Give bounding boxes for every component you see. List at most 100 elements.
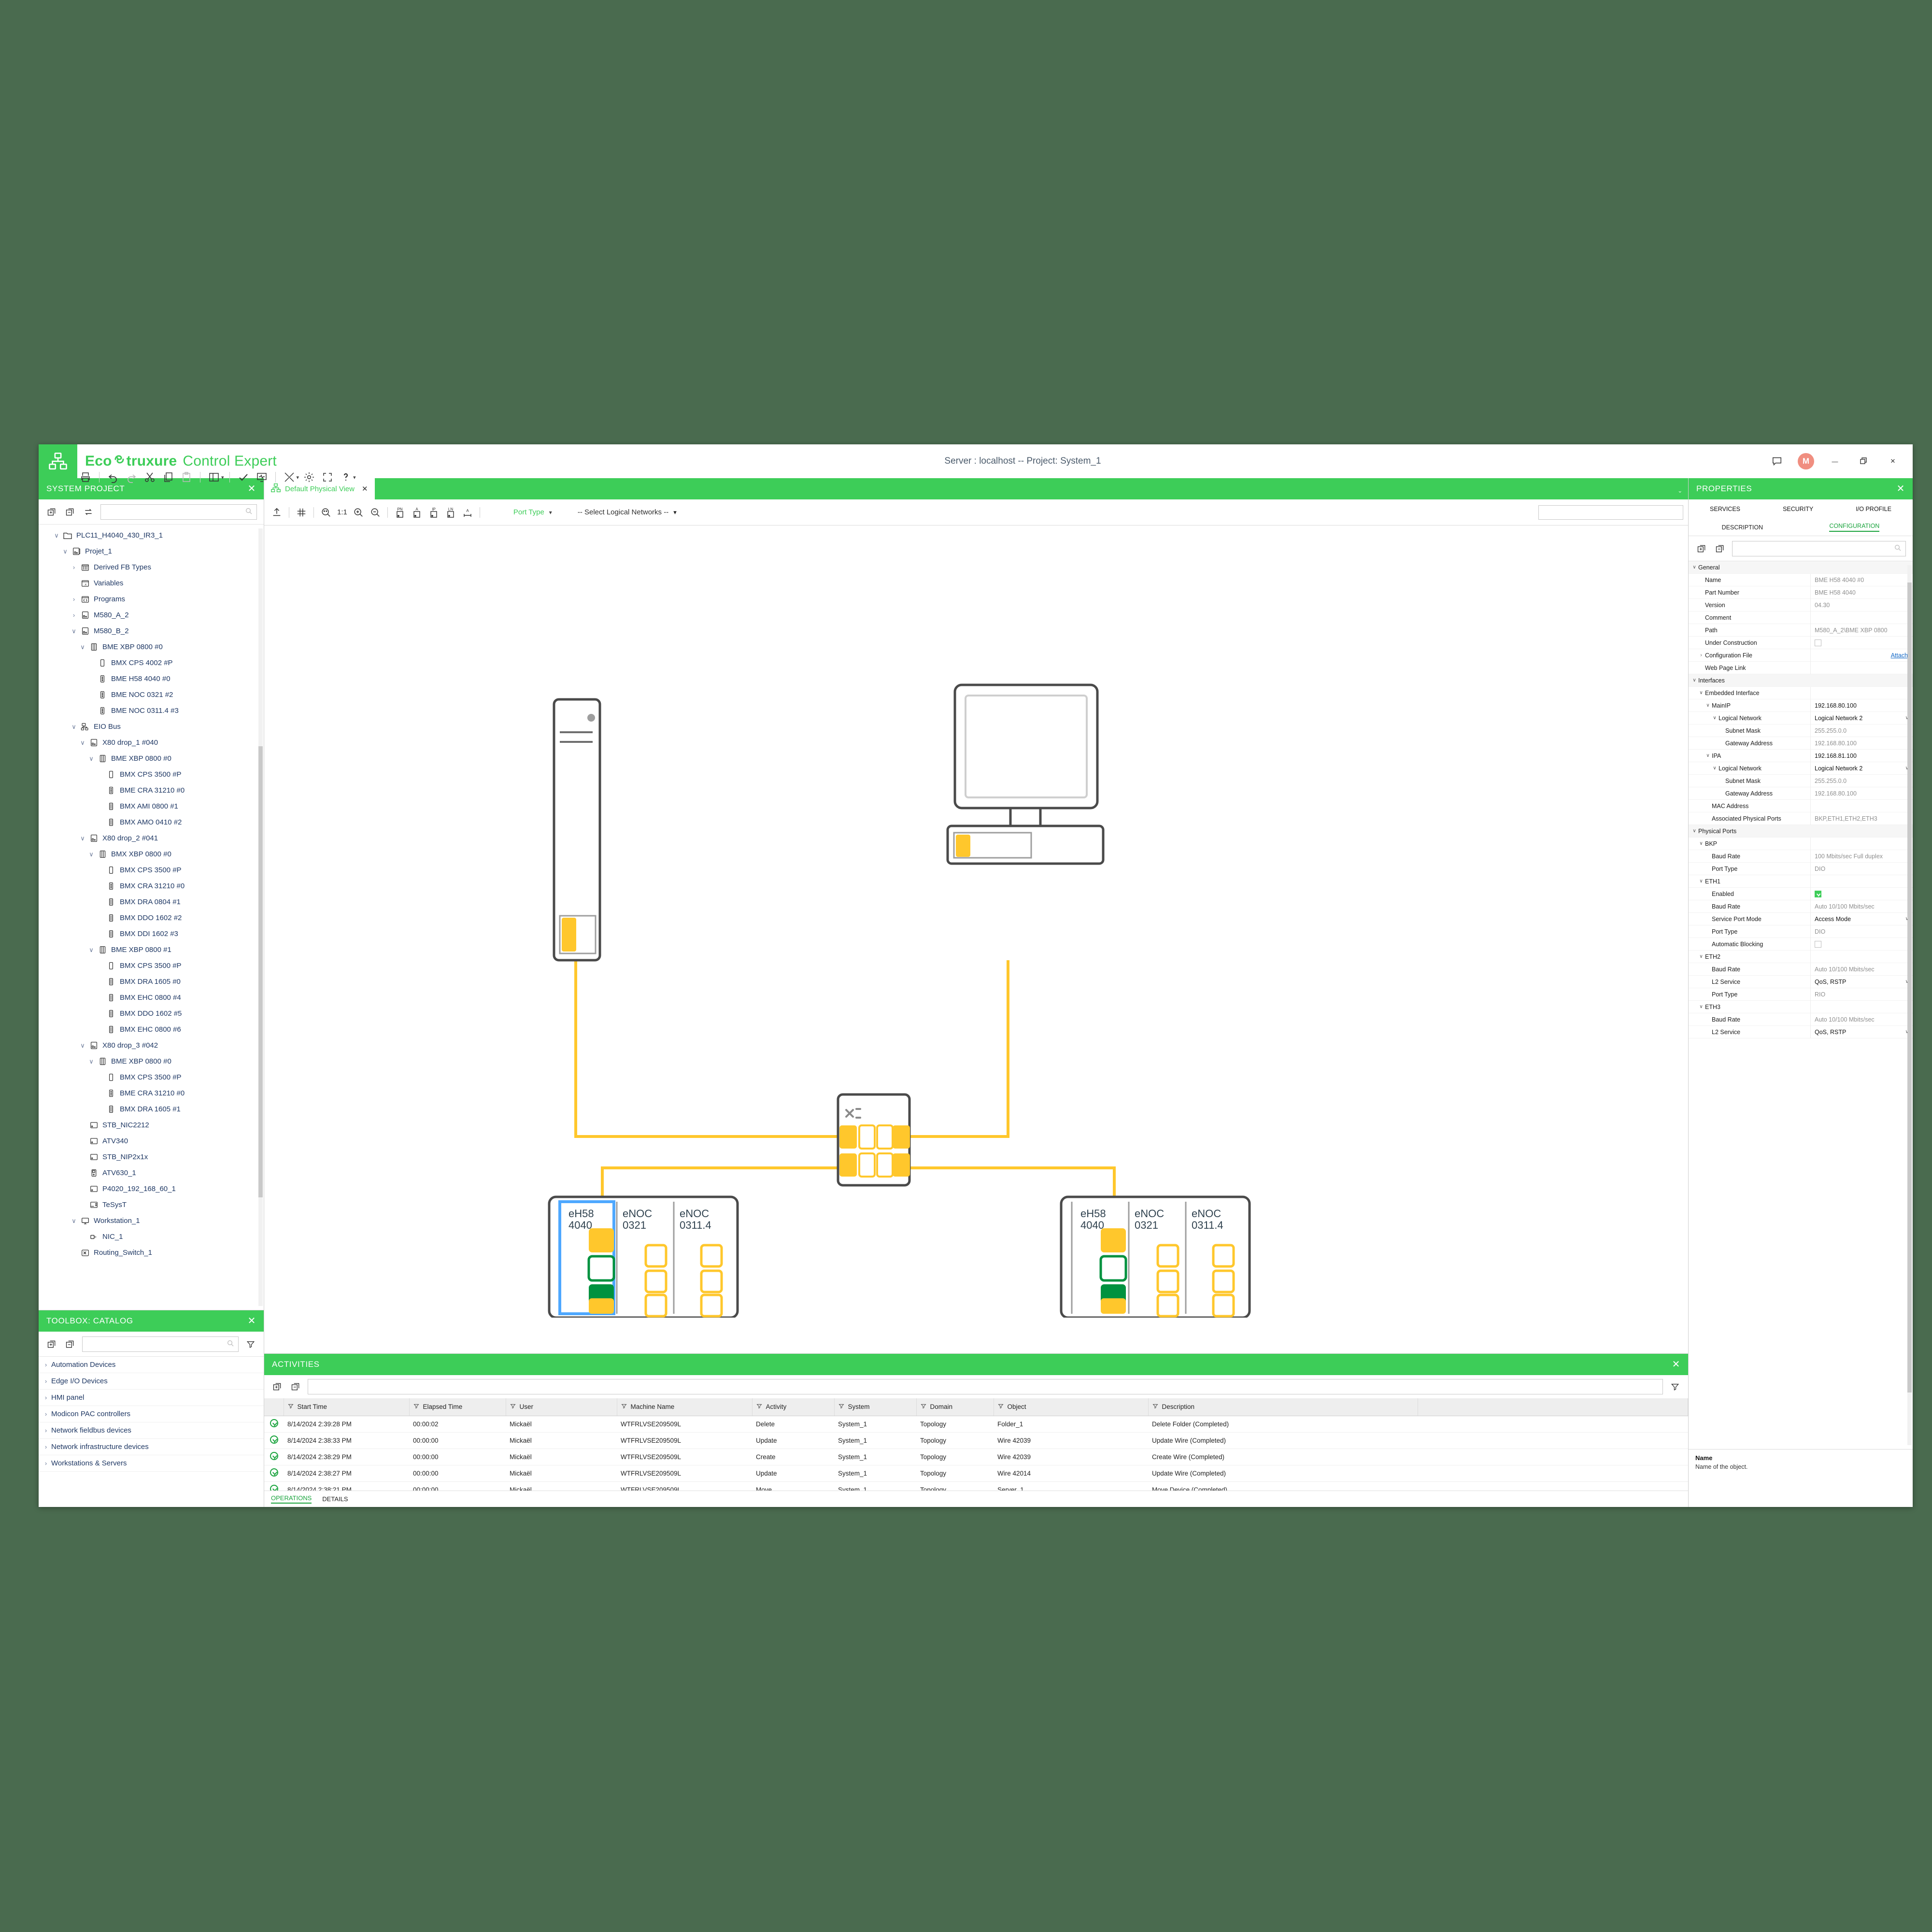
port-type-dropdown[interactable]: Port Type ▾ — [513, 508, 552, 516]
chevron-down-icon[interactable]: ∨ — [1706, 753, 1710, 758]
property-value[interactable]: BME H58 4040 — [1810, 586, 1913, 599]
property-row[interactable]: Port Type RIO — [1689, 988, 1913, 1001]
chevron-down-icon[interactable]: ∨ — [89, 754, 94, 762]
property-value[interactable] — [1810, 1000, 1913, 1013]
filter-icon[interactable] — [510, 1403, 516, 1410]
tools-icon[interactable] — [281, 469, 298, 485]
chevron-down-icon[interactable]: ∨ — [1905, 979, 1909, 984]
chevron-down-icon[interactable]: ∨ — [1699, 841, 1703, 846]
chevron-down-icon[interactable]: ∨ — [1692, 828, 1696, 834]
property-row[interactable]: ∨ MainIP 192.168.80.100 — [1689, 699, 1913, 712]
layout-icon[interactable] — [206, 469, 222, 485]
column-header[interactable]: Description — [1148, 1398, 1419, 1416]
property-row[interactable]: Baud Rate Auto 10/100 Mbits/sec — [1689, 900, 1913, 913]
properties-tabs-secondary[interactable]: DESCRIPTION CONFIGURATION — [1689, 519, 1913, 536]
properties-tab[interactable]: SERVICES — [1710, 506, 1741, 512]
chevron-down-icon[interactable]: ∨ — [1699, 954, 1703, 959]
chevron-down-icon[interactable]: ▾ — [221, 474, 224, 481]
catalog-category[interactable]: › Modicon PAC controllers — [39, 1406, 264, 1422]
chevron-down-icon[interactable]: ∨ — [80, 643, 85, 651]
property-row[interactable]: ∨ Embedded Interface — [1689, 686, 1913, 699]
property-row[interactable]: Associated Physical Ports BKP,ETH1,ETH2,E… — [1689, 812, 1913, 825]
chevron-down-icon[interactable]: ∨ — [1713, 715, 1717, 721]
minimize-button[interactable]: — — [1832, 457, 1838, 465]
tree-item[interactable]: BMX EHC 0800 #4 — [39, 990, 264, 1006]
property-value[interactable] — [1810, 837, 1913, 850]
tree-item[interactable]: ∨ Workstation_1 — [39, 1213, 264, 1229]
property-row[interactable]: › Configuration File Attach — [1689, 649, 1913, 662]
activities-tab-bar[interactable]: OPERATIONS DETAILS — [264, 1491, 1688, 1507]
property-row[interactable]: Automatic Blocking — [1689, 938, 1913, 951]
catalog-category[interactable]: › Workstations & Servers — [39, 1455, 264, 1472]
tree-item[interactable]: BMX CRA 31210 #0 — [39, 878, 264, 894]
collapse-all-icon[interactable] — [289, 1380, 302, 1393]
property-value[interactable]: 192.168.80.100 — [1810, 737, 1913, 750]
property-value[interactable]: 192.168.81.100 — [1810, 749, 1913, 762]
validate-icon[interactable] — [235, 469, 252, 485]
close-icon[interactable]: ✕ — [1672, 1359, 1680, 1370]
expand-all-icon[interactable] — [45, 1338, 58, 1350]
property-row[interactable]: ∨ BKP — [1689, 837, 1913, 850]
table-row[interactable]: 8/14/2024 2:38:33 PM 00:00:00 Mickaël WTFRL… — [264, 1432, 1688, 1449]
chevron-right-icon[interactable]: › — [44, 1427, 47, 1434]
tree-item[interactable]: ∨ X80 drop_3 #042 — [39, 1037, 264, 1053]
expand-all-icon[interactable] — [271, 1380, 284, 1393]
chevron-down-icon[interactable]: ∨ — [1713, 766, 1717, 771]
filter-icon[interactable] — [756, 1403, 762, 1410]
fullscreen-icon[interactable] — [319, 469, 336, 485]
tree-item[interactable]: ∨ BME XBP 0800 #0 — [39, 751, 264, 767]
chevron-down-icon[interactable]: ∨ — [1699, 690, 1703, 696]
property-value[interactable] — [1810, 636, 1913, 649]
tree-item[interactable]: .x Variables — [39, 575, 264, 591]
table-row[interactable]: 8/14/2024 2:39:28 PM 00:00:02 Mickaël WTFRL… — [264, 1416, 1688, 1433]
chevron-down-icon[interactable]: ∨ — [1699, 1004, 1703, 1009]
tree-item[interactable]: ∨ BME XBP 0800 #0 — [39, 639, 264, 655]
property-row[interactable]: ∨ ETH2 — [1689, 950, 1913, 963]
chevron-down-icon[interactable]: ∨ — [63, 547, 68, 555]
chevron-down-icon[interactable]: ∨ — [1905, 715, 1909, 721]
properties-list[interactable]: ∨ General Name BME H58 4040 #0 Part Number BM… — [1689, 561, 1913, 1449]
property-value[interactable] — [1810, 887, 1913, 900]
property-value[interactable] — [1810, 661, 1913, 674]
chevron-down-icon[interactable]: ∨ — [71, 1217, 76, 1224]
property-value[interactable]: 100 Mbits/sec Full duplex — [1810, 850, 1913, 863]
topology-canvas[interactable]: eH58 4040 eNOC 0321 eNOC 0311.4 — [264, 526, 1688, 1353]
property-row[interactable]: Under Construction — [1689, 636, 1913, 649]
tree-item[interactable]: BMX CPS 3500 #P — [39, 958, 264, 974]
chevron-down-icon[interactable]: ∨ — [1692, 678, 1696, 683]
property-row[interactable]: Gateway Address 192.168.80.100 — [1689, 787, 1913, 800]
tree-item[interactable]: ∨ X80 drop_2 #041 — [39, 830, 264, 846]
property-value[interactable] — [1810, 875, 1913, 888]
tree-item[interactable]: ∨ Projet_1 — [39, 543, 264, 559]
chevron-down-icon[interactable]: ∨ — [1905, 916, 1909, 922]
chevron-down-icon[interactable]: ∨ — [89, 946, 94, 953]
property-value[interactable]: BKP,ETH1,ETH2,ETH3 — [1810, 812, 1913, 825]
property-value[interactable] — [1810, 686, 1913, 699]
property-row[interactable]: Part Number BME H58 4040 — [1689, 586, 1913, 599]
table-row[interactable]: 8/14/2024 2:38:29 PM 00:00:00 Mickaël WTFRL… — [264, 1449, 1688, 1465]
property-row[interactable]: Baud Rate Auto 10/100 Mbits/sec — [1689, 1013, 1913, 1026]
property-row[interactable]: Baud Rate 100 Mbits/sec Full duplex — [1689, 850, 1913, 863]
chevron-down-icon[interactable]: ∨ — [89, 1057, 94, 1065]
export-icon[interactable] — [269, 505, 284, 520]
property-row[interactable]: Port Type DIO — [1689, 862, 1913, 875]
tree-item[interactable]: ∨ EIO Bus — [39, 719, 264, 735]
chevron-down-icon[interactable]: ∨ — [89, 850, 94, 858]
search-field[interactable] — [312, 1383, 1659, 1391]
help-icon[interactable] — [338, 469, 354, 485]
gear-icon[interactable] — [301, 469, 317, 485]
tree-item[interactable]: TeSysT — [39, 1197, 264, 1213]
tree-item[interactable]: ∨ X80 drop_1 #040 — [39, 735, 264, 751]
activities-table-container[interactable]: Start Time Elapsed Time User Machine Name Ac… — [264, 1398, 1688, 1491]
tree-item[interactable]: STB_NIC2212 — [39, 1117, 264, 1133]
tree-item[interactable]: BME CRA 31210 #0 — [39, 782, 264, 798]
zoom-in-icon[interactable] — [351, 505, 366, 520]
canvas-search-input[interactable] — [1538, 505, 1683, 520]
tree-item[interactable]: BME H58 4040 #0 — [39, 671, 264, 687]
tree-item[interactable]: BME NOC 0321 #2 — [39, 687, 264, 703]
zoom-ratio-label[interactable]: 1:1 — [337, 508, 347, 516]
filter-icon[interactable] — [997, 1403, 1004, 1410]
checkbox[interactable] — [1815, 639, 1821, 646]
